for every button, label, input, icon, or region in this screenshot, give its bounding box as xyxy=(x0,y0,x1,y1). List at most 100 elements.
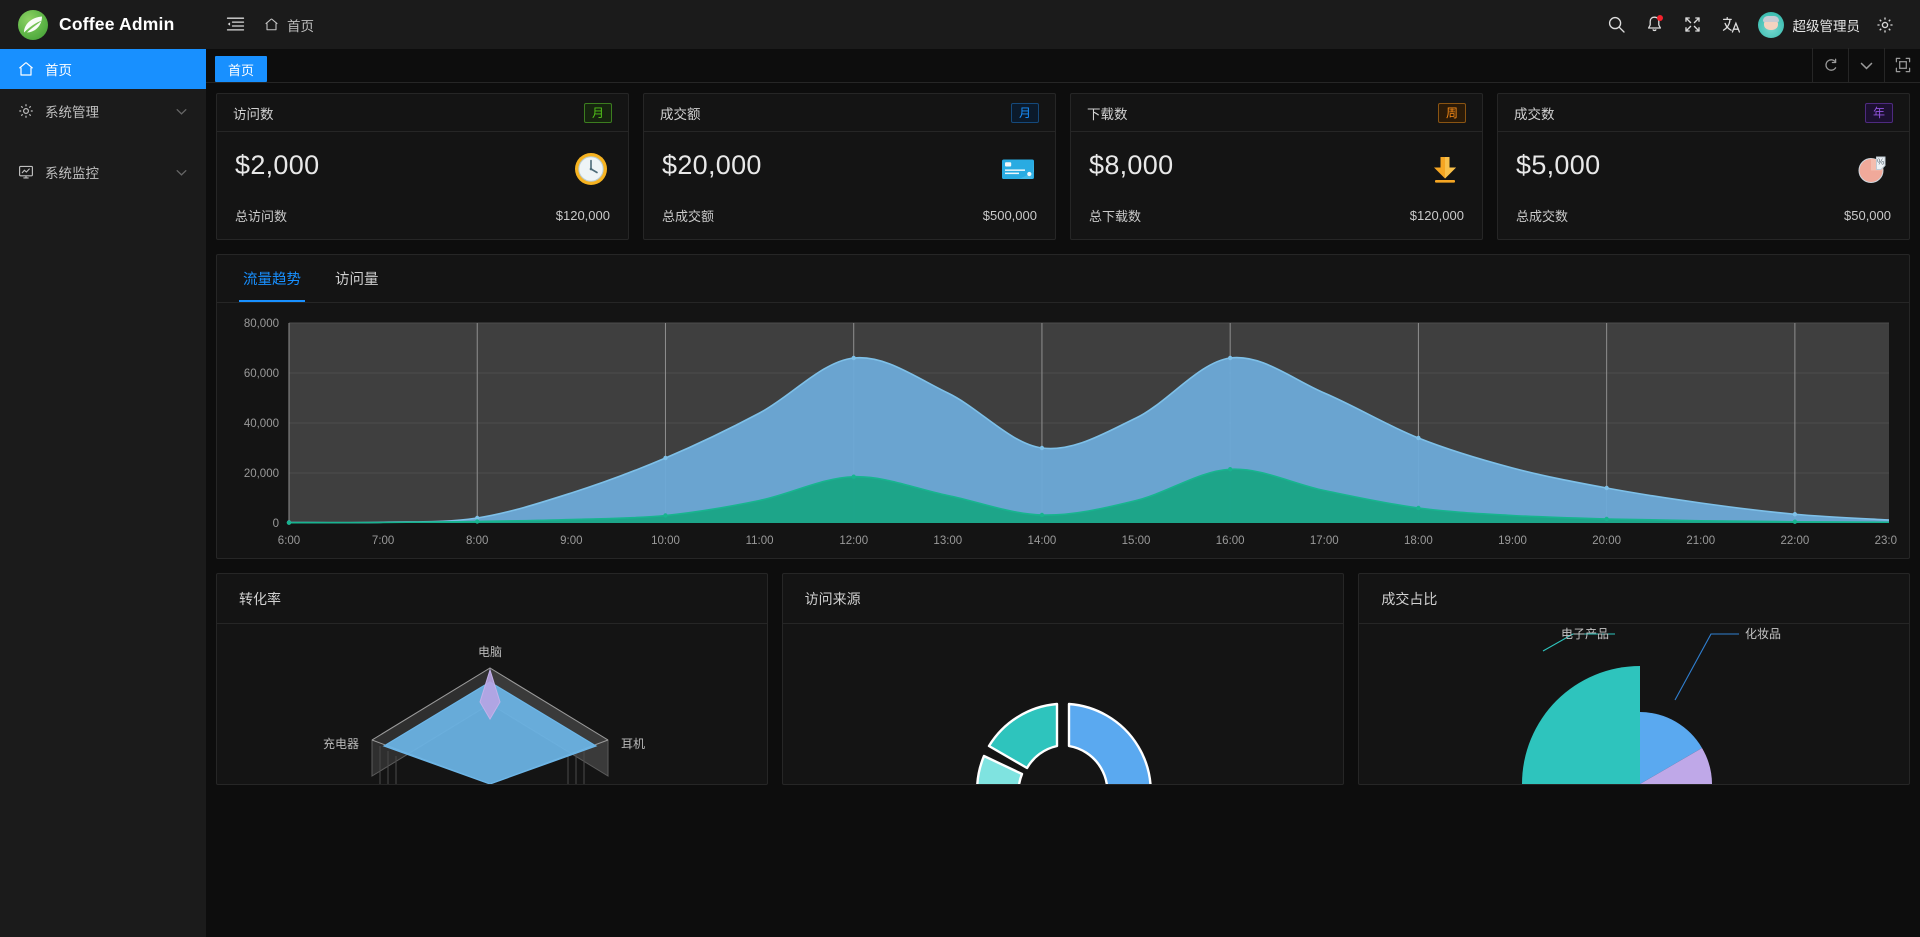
radar-series-outer xyxy=(382,681,598,784)
card-title: 成交数 xyxy=(1514,106,1555,122)
gear-icon xyxy=(19,104,33,118)
menu-fold-icon[interactable] xyxy=(222,12,248,38)
radar-chart[interactable]: 电脑 耳机 充电器 xyxy=(217,624,763,784)
monitor-chart-icon xyxy=(19,165,33,179)
card-foot-value: $120,000 xyxy=(555,208,610,223)
card-value: $20,000 xyxy=(662,150,762,180)
card-header: 访问数 月 xyxy=(217,94,628,132)
y-tick-label: 0 xyxy=(273,518,279,530)
data-point xyxy=(1604,516,1609,522)
area-series-teal xyxy=(289,469,1889,523)
refresh-icon[interactable] xyxy=(1812,48,1848,82)
card-foot-value: $50,000 xyxy=(1844,208,1891,223)
fullscreen-icon[interactable] xyxy=(1674,6,1712,44)
x-tick-label: 8:00 xyxy=(466,535,488,547)
card-value: $2,000 xyxy=(235,150,320,180)
y-tick-label: 20,000 xyxy=(244,468,279,480)
sidebar-item-system-management[interactable]: 系统管理 xyxy=(0,91,206,131)
rose-label-cosmetics: 化妆品 xyxy=(1745,627,1781,641)
radar-label-charger: 充电器 xyxy=(323,736,359,751)
x-tick-label: 20:00 xyxy=(1592,535,1621,547)
data-point xyxy=(475,519,480,524)
panel-header: 访问来源 xyxy=(782,574,1344,624)
credit-card-icon xyxy=(999,150,1037,188)
x-tick-label: 10:00 xyxy=(651,535,680,547)
status-badge: 月 xyxy=(1010,102,1039,123)
trend-tabs: 流量趋势 访问量 xyxy=(217,255,1909,303)
card-footer: 总访问数 $120,000 xyxy=(217,206,628,239)
pie-percent-icon: % xyxy=(1853,150,1891,188)
home-icon xyxy=(19,62,33,76)
data-point xyxy=(1792,512,1798,517)
sidebar: Coffee Admin 首页 系统管理 xyxy=(0,0,206,937)
dashboard-content: 访问数 月 $2,000 xyxy=(206,83,1920,937)
donut-segment-blue xyxy=(1067,702,1152,784)
rose-chart[interactable]: 电子产品 化妆品 xyxy=(1359,624,1905,784)
bell-icon[interactable] xyxy=(1636,6,1674,44)
stat-cards-row: 访问数 月 $2,000 xyxy=(216,93,1910,240)
nav-divider xyxy=(0,89,206,90)
card-foot-label: 总成交额 xyxy=(662,209,715,224)
x-tick-label: 14:00 xyxy=(1028,535,1057,547)
radar-label-headphones: 耳机 xyxy=(621,737,645,751)
main-area: 首页 xyxy=(206,0,1920,937)
top-header: 首页 xyxy=(206,0,1920,49)
settings-gear-icon[interactable] xyxy=(1866,6,1904,44)
page-tab-home[interactable]: 首页 xyxy=(215,56,268,82)
card-header: 成交数 年 xyxy=(1498,94,1909,132)
panel-header: 转化率 xyxy=(217,574,767,624)
sidebar-item-label: 首页 xyxy=(45,63,72,78)
card-value: $8,000 xyxy=(1089,150,1174,180)
data-point xyxy=(663,455,668,461)
card-body: $8,000 xyxy=(1071,132,1482,206)
y-tick-label: 80,000 xyxy=(244,318,279,330)
rose-leader-lines xyxy=(1543,633,1740,701)
donut-segment-cyan xyxy=(975,754,1023,784)
user-menu[interactable]: 超级管理员 xyxy=(1750,11,1867,38)
tab-visits[interactable]: 访问量 xyxy=(335,272,379,288)
data-point xyxy=(663,513,668,518)
rose-slice-cosmetics xyxy=(1640,712,1703,784)
trend-chart-area: 0 20,000 40,000 60,000 80,000 6:00 7:00 8:00 9:0… xyxy=(217,303,1909,558)
brand-logo[interactable]: Coffee Admin xyxy=(0,0,206,49)
card-foot-value: $500,000 xyxy=(982,208,1037,223)
status-badge: 周 xyxy=(1437,102,1466,123)
rose-segments xyxy=(1522,666,1713,784)
avatar xyxy=(1757,11,1784,38)
leaf-logo-icon xyxy=(18,9,48,40)
status-badge: 年 xyxy=(1864,102,1893,123)
panel-title: 成交占比 xyxy=(1381,590,1438,607)
x-tick-label: 6:00 xyxy=(278,535,300,547)
page-tabstrip: 首页 xyxy=(206,48,1920,83)
data-point xyxy=(851,355,856,361)
notification-badge xyxy=(1656,14,1663,21)
user-name: 超级管理员 xyxy=(1792,18,1861,34)
data-point xyxy=(1039,445,1045,451)
tab-traffic-trend[interactable]: 流量趋势 xyxy=(239,255,305,302)
chevron-down-icon[interactable] xyxy=(1848,48,1884,82)
sidebar-item-system-monitor[interactable]: 系统监控 xyxy=(0,152,206,192)
sidebar-item-home[interactable]: 首页 xyxy=(0,49,206,89)
translate-icon[interactable] xyxy=(1712,6,1750,44)
panel-body: 电子产品 化妆品 xyxy=(1359,624,1909,784)
card-value: $5,000 xyxy=(1516,150,1601,180)
card-body: $20,000 xyxy=(644,132,1055,206)
breadcrumb-text: 首页 xyxy=(287,18,314,34)
download-icon xyxy=(1426,150,1464,188)
x-tick-label: 16:00 xyxy=(1216,535,1245,547)
y-tick-label: 60,000 xyxy=(244,368,279,380)
donut-segment-teal xyxy=(987,702,1058,770)
card-header: 下载数 周 xyxy=(1071,94,1482,132)
panel-body: 电脑 耳机 充电器 xyxy=(217,624,767,784)
traffic-trend-chart[interactable]: 0 20,000 40,000 60,000 80,000 6:00 7:00 8:00 9:0… xyxy=(227,309,1897,557)
clock-icon xyxy=(572,150,610,188)
home-icon xyxy=(265,18,278,31)
data-point xyxy=(1792,519,1798,524)
donut-chart[interactable] xyxy=(783,624,1343,784)
rose-label-electronics: 电子产品 xyxy=(1561,627,1609,641)
line-series-teal xyxy=(288,468,1890,524)
fullscreen-frame-icon[interactable] xyxy=(1884,48,1920,82)
x-tick-label: 7:00 xyxy=(372,535,394,547)
search-icon[interactable] xyxy=(1598,6,1636,44)
